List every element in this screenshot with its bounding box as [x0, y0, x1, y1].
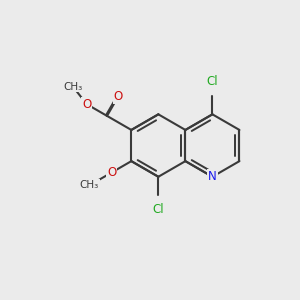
Text: N: N — [208, 170, 217, 183]
Text: Cl: Cl — [152, 203, 164, 216]
Text: CH₃: CH₃ — [80, 180, 99, 190]
Text: O: O — [107, 166, 116, 179]
Text: O: O — [82, 98, 92, 111]
Text: CH₃: CH₃ — [63, 82, 82, 92]
Text: O: O — [114, 90, 123, 103]
Text: Cl: Cl — [207, 75, 218, 88]
